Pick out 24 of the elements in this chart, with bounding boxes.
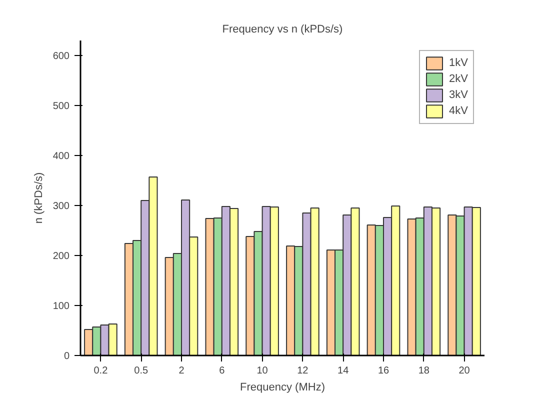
legend-label: 3kV	[449, 89, 469, 101]
x-tick-label: 2	[178, 366, 185, 376]
x-tick-label: 10	[256, 366, 268, 376]
legend-label: 4kV	[449, 105, 469, 117]
x-tick-label: 20	[458, 366, 470, 376]
x-tick-label: 16	[378, 366, 390, 376]
legend-label: 1kV	[449, 57, 469, 69]
legend-label: 2kV	[449, 73, 469, 85]
y-tick-label: 400	[52, 151, 70, 162]
x-tick-label: 0.5	[134, 366, 148, 376]
x-tick-label: 18	[418, 366, 430, 376]
y-tick-label: 0	[64, 351, 70, 362]
x-tick-label: 0.2	[94, 366, 108, 376]
y-tick-label: 500	[52, 101, 70, 112]
chart-title: Frequency vs n (kPDs/s)	[222, 24, 343, 36]
x-tick-label: 6	[219, 366, 226, 376]
y-tick-label: 600	[52, 51, 70, 62]
x-axis-title: Frequency (MHz)	[240, 382, 325, 394]
y-tick-label: 100	[52, 301, 70, 312]
y-tick-label: 300	[52, 201, 70, 212]
y-tick-label: 200	[52, 251, 70, 262]
x-tick-label: 14	[338, 366, 350, 376]
y-axis-title: n (kPDs/s)	[32, 172, 45, 224]
x-tick-label: 12	[297, 366, 309, 376]
